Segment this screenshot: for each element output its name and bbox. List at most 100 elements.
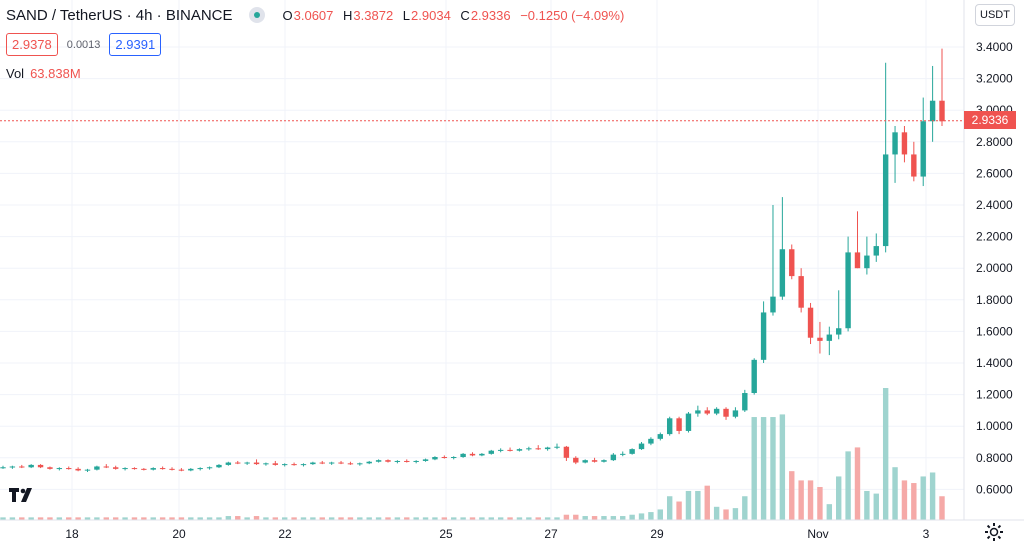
volume-bar xyxy=(939,496,945,520)
volume-bar xyxy=(526,517,532,520)
candle-body xyxy=(310,462,316,465)
gear-icon[interactable] xyxy=(984,522,1004,542)
candle-body xyxy=(75,468,81,471)
candle-body xyxy=(864,255,870,269)
candle-body xyxy=(516,449,523,451)
volume-bar xyxy=(620,516,626,520)
price-tick-label: 1.6000 xyxy=(976,324,1013,338)
volume-bar xyxy=(188,517,194,520)
volume-bar xyxy=(873,493,879,520)
candle-body xyxy=(479,453,485,456)
time-tick-label: Nov xyxy=(807,527,828,541)
price-tick-label: 2.2000 xyxy=(976,230,1013,244)
volume-bar xyxy=(535,517,541,520)
price-change: −0.1250 (−4.09%) xyxy=(520,7,625,23)
candle-body xyxy=(178,469,185,471)
volume-bar xyxy=(629,514,635,520)
volume-bar xyxy=(216,517,222,520)
volume-bar xyxy=(47,517,53,520)
candle-body xyxy=(150,468,156,470)
buy-price-button[interactable]: 2.9391 xyxy=(109,33,162,56)
volume-bar xyxy=(610,516,617,520)
sell-price-button[interactable]: 2.9378 xyxy=(6,33,58,56)
candle-body xyxy=(37,464,44,468)
candle-body xyxy=(235,462,241,464)
volume-bar xyxy=(319,517,325,520)
volume-bar xyxy=(901,480,908,520)
symbol-title[interactable]: SAND / TetherUS · 4h · BINANCE xyxy=(6,6,233,24)
candle-body xyxy=(939,100,945,122)
candle-body xyxy=(573,457,579,463)
volume-bar xyxy=(685,490,692,520)
candle-body xyxy=(291,464,297,466)
candle-body xyxy=(94,466,100,470)
spread-value: 0.0013 xyxy=(66,38,101,51)
candle-body xyxy=(460,453,466,458)
candle-body xyxy=(497,449,504,451)
candle-body xyxy=(742,393,748,411)
price-tick-label: 1.4000 xyxy=(976,356,1013,370)
candle-body xyxy=(122,468,128,470)
volume-bar xyxy=(920,476,926,520)
candle-body xyxy=(713,408,720,414)
candle-body xyxy=(112,467,119,469)
volume-bar xyxy=(516,517,523,520)
volume-bar xyxy=(929,472,936,520)
candle-body xyxy=(882,154,889,247)
volume-bar xyxy=(159,517,166,520)
volume-bar xyxy=(591,516,598,520)
candle-body xyxy=(685,413,692,431)
candle-body xyxy=(526,448,532,450)
volume-bar xyxy=(723,509,729,520)
candle-body xyxy=(66,468,72,470)
volume-bar xyxy=(760,417,767,520)
volume-bar xyxy=(28,517,34,520)
volume-bar xyxy=(751,417,757,520)
volume-bar xyxy=(554,517,560,520)
eye-icon[interactable] xyxy=(248,7,265,23)
volume-bar xyxy=(235,516,241,520)
volume-bar xyxy=(507,517,513,520)
price-tick-label: 2.8000 xyxy=(976,135,1013,149)
candle-body xyxy=(601,460,607,462)
volume-bar xyxy=(282,517,288,520)
volume-bar xyxy=(798,480,804,520)
chart-grid xyxy=(0,0,964,520)
volume-bar xyxy=(854,447,861,520)
candle-body xyxy=(901,132,908,155)
time-axis[interactable]: 18 20 22 25 27 29 Nov 3 xyxy=(65,527,929,541)
volume-bar xyxy=(385,517,391,520)
volume-bar xyxy=(197,517,203,520)
candle-body xyxy=(169,468,175,470)
currency-button[interactable]: USDT xyxy=(975,4,1015,26)
candle-body xyxy=(507,449,513,451)
candle-body xyxy=(328,462,335,464)
volume-bar xyxy=(451,517,457,520)
candle-body xyxy=(554,446,560,448)
volume-bar xyxy=(836,476,842,520)
volume-bar xyxy=(112,517,119,520)
volume-bar xyxy=(732,508,739,520)
price-tick-label: 2.6000 xyxy=(976,166,1013,180)
tradingview-logo-icon[interactable] xyxy=(8,485,36,505)
price-axis[interactable]: 3.40003.20003.00002.80002.60002.40002.20… xyxy=(976,40,1013,496)
candle-body xyxy=(0,467,6,469)
candle-body xyxy=(892,132,898,155)
candle-body xyxy=(657,434,663,439)
volume-bar xyxy=(338,517,344,520)
candle-body xyxy=(666,418,673,435)
volume-bar xyxy=(441,517,448,520)
volume-bar xyxy=(479,517,485,520)
volume-bar xyxy=(807,480,814,520)
candle-body xyxy=(272,463,279,465)
time-tick-label: 3 xyxy=(923,527,930,541)
candle-body xyxy=(319,462,325,464)
candle-body xyxy=(779,249,786,297)
volume-bar xyxy=(94,517,100,520)
volume-bar xyxy=(826,504,833,520)
candle-body xyxy=(84,469,91,471)
candle-body xyxy=(620,453,626,455)
volume-bar xyxy=(206,517,213,520)
volume-bar xyxy=(573,514,579,520)
